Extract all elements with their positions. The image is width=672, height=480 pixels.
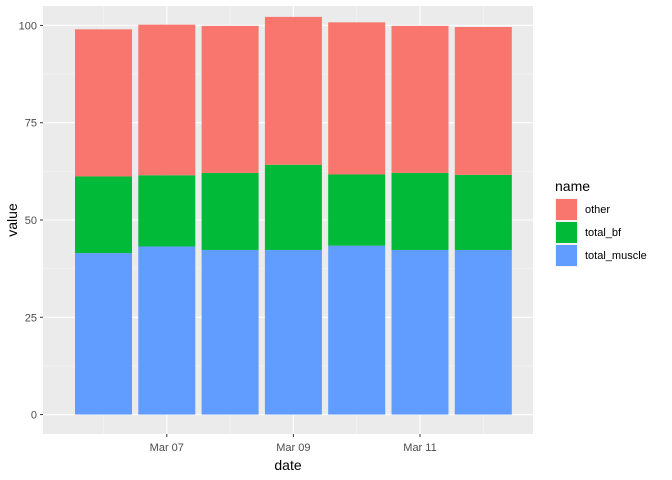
y-tick-label: 0 (31, 410, 37, 422)
bar-total_muscle-2 (138, 246, 196, 415)
bar-total_muscle-5 (328, 245, 386, 415)
y-tick-label: 50 (25, 215, 37, 227)
y-tick-label: 75 (25, 118, 37, 130)
legend-label-total_bf: total_bf (585, 227, 622, 239)
bar-total_muscle-1 (75, 253, 132, 415)
legend-swatch-total_muscle (556, 245, 577, 266)
bar-total_muscle-4 (264, 249, 322, 415)
bar-total_muscle-7 (454, 249, 512, 415)
legend: name other total_bf total_muscle (555, 178, 647, 267)
bars (75, 16, 512, 415)
bar-total_bf-4 (264, 164, 322, 250)
bar-other-7 (454, 27, 512, 175)
legend-label-total_muscle: total_muscle (585, 250, 647, 262)
bar-other-5 (328, 22, 386, 175)
bar-other-2 (138, 24, 196, 176)
bar-total_bf-6 (391, 172, 449, 250)
y-axis-ticks: 0 25 50 75 100 (19, 20, 43, 422)
x-axis-ticks: Mar 07 Mar 09 Mar 11 (150, 434, 437, 454)
legend-swatch-total_bf (556, 222, 577, 243)
bar-total_bf-7 (454, 174, 512, 250)
bar-total_bf-3 (201, 172, 259, 250)
x-tick-label: Mar 07 (150, 442, 184, 454)
bar-total_bf-5 (328, 174, 386, 246)
legend-title: name (555, 178, 590, 194)
bar-total_muscle-6 (391, 249, 449, 415)
bar-total_bf-2 (138, 175, 196, 247)
legend-swatch-other (556, 199, 577, 220)
x-tick-label: Mar 09 (276, 442, 310, 454)
y-tick-label: 100 (19, 20, 37, 32)
bar-other-3 (201, 25, 259, 173)
bar-total_muscle-3 (201, 249, 259, 415)
bar-total_bf-1 (75, 176, 132, 254)
bar-other-1 (75, 29, 132, 177)
bar-other-4 (264, 16, 322, 165)
x-axis-title: date (274, 457, 301, 473)
legend-label-other: other (585, 204, 610, 216)
y-tick-label: 25 (25, 312, 37, 324)
x-tick-label: Mar 11 (403, 442, 436, 454)
bar-other-6 (391, 25, 449, 173)
y-axis-title: value (4, 203, 20, 237)
